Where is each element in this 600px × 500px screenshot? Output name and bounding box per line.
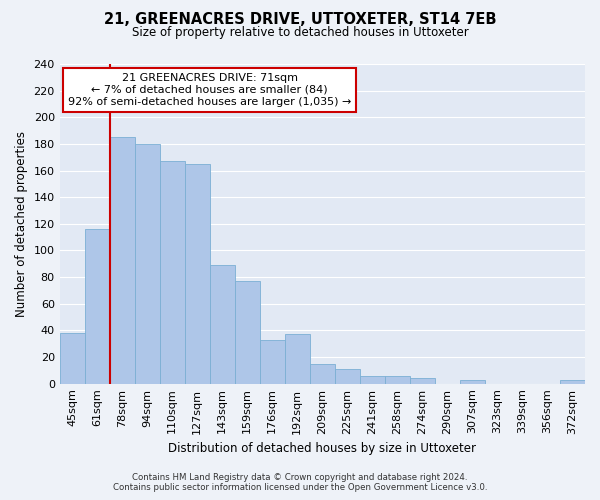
Bar <box>385 376 410 384</box>
Bar <box>210 265 235 384</box>
Bar <box>59 333 85 384</box>
Bar <box>85 229 110 384</box>
Bar <box>560 380 585 384</box>
Bar <box>335 369 360 384</box>
Bar <box>360 376 385 384</box>
Bar <box>410 378 435 384</box>
Bar <box>110 138 135 384</box>
Bar <box>285 334 310 384</box>
Bar <box>185 164 210 384</box>
Bar <box>160 161 185 384</box>
Text: 21, GREENACRES DRIVE, UTTOXETER, ST14 7EB: 21, GREENACRES DRIVE, UTTOXETER, ST14 7E… <box>104 12 496 28</box>
Bar <box>135 144 160 384</box>
Text: 21 GREENACRES DRIVE: 71sqm
← 7% of detached houses are smaller (84)
92% of semi-: 21 GREENACRES DRIVE: 71sqm ← 7% of detac… <box>68 74 352 106</box>
Bar <box>310 364 335 384</box>
Bar <box>235 281 260 384</box>
Bar <box>260 340 285 384</box>
X-axis label: Distribution of detached houses by size in Uttoxeter: Distribution of detached houses by size … <box>169 442 476 455</box>
Text: Size of property relative to detached houses in Uttoxeter: Size of property relative to detached ho… <box>131 26 469 39</box>
Y-axis label: Number of detached properties: Number of detached properties <box>15 131 28 317</box>
Bar <box>460 380 485 384</box>
Text: Contains HM Land Registry data © Crown copyright and database right 2024.
Contai: Contains HM Land Registry data © Crown c… <box>113 473 487 492</box>
